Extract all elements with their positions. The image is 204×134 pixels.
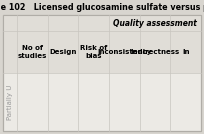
Bar — [0, 0, 204, 14]
Text: Inconsistency: Inconsistency — [97, 49, 152, 55]
Text: Partially U: Partially U — [7, 84, 13, 120]
Text: In: In — [182, 49, 190, 55]
Bar — [3, 15, 201, 31]
Text: Risk of
bias: Risk of bias — [80, 46, 107, 59]
Bar — [3, 31, 201, 73]
Text: Quality assessment: Quality assessment — [113, 18, 197, 27]
Text: Indirectness: Indirectness — [130, 49, 180, 55]
Bar — [3, 15, 201, 131]
Text: Design: Design — [49, 49, 77, 55]
Bar — [3, 15, 201, 131]
Text: No of
studies: No of studies — [18, 46, 47, 59]
Text: Table 102   Licensed glucosamine sulfate versus plac: Table 102 Licensed glucosamine sulfate v… — [0, 3, 204, 12]
